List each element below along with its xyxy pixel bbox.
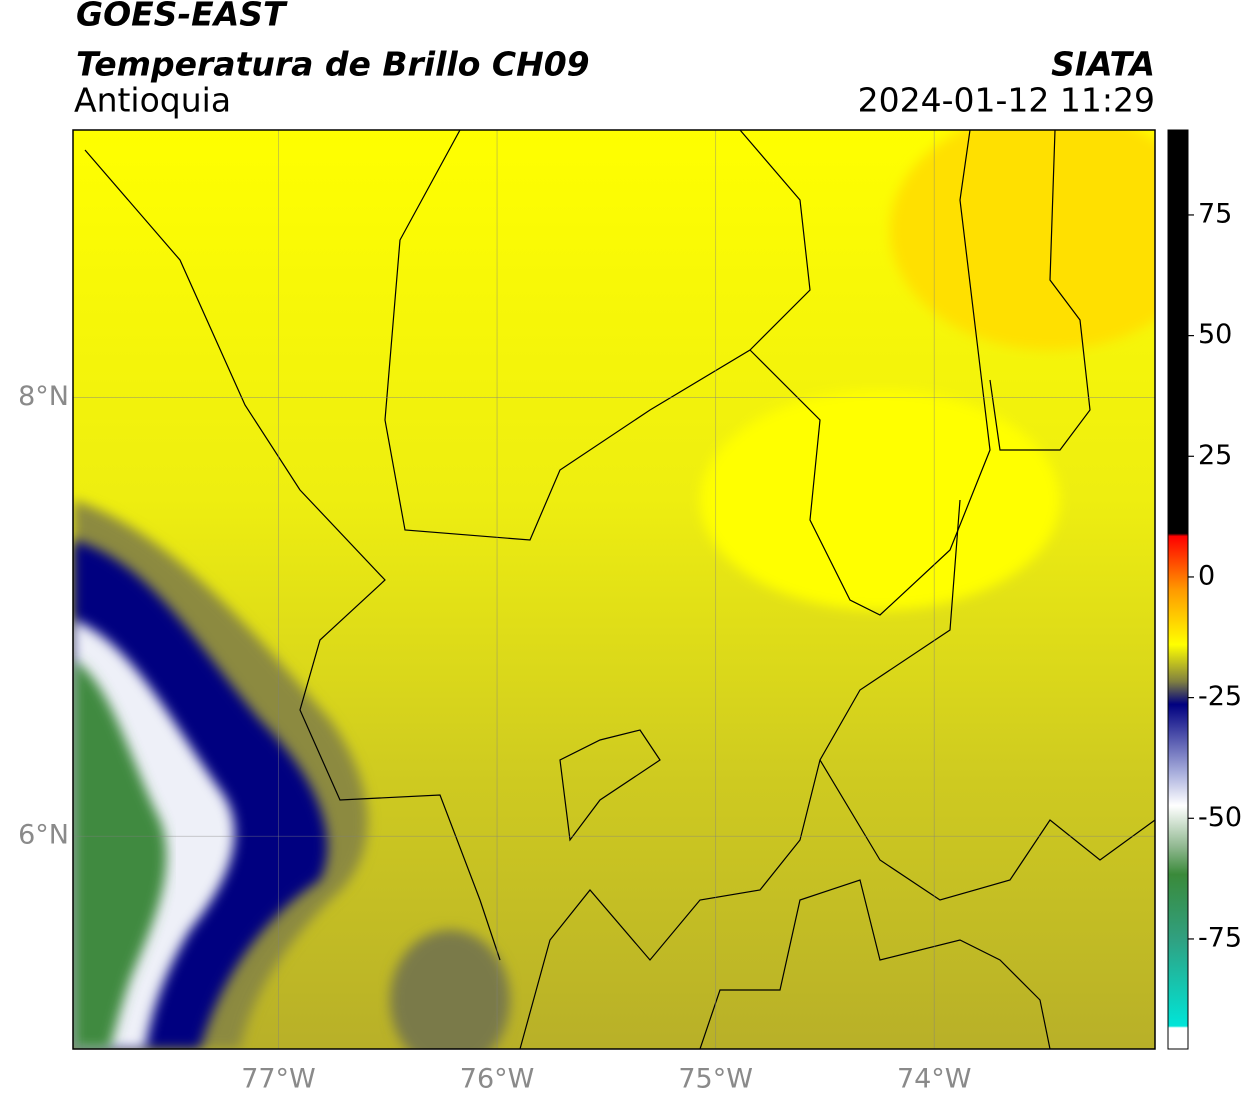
border-line: [699, 879, 1051, 1049]
subtitle: Temperatura de Brillo CH09: [76, 45, 590, 84]
colorbar-tick-label: 50: [1198, 319, 1232, 350]
border-line: [559, 729, 661, 842]
cold-spot: [390, 930, 510, 1049]
source: SIATA: [1051, 45, 1155, 84]
colorbar-tick-label: 0: [1198, 560, 1215, 591]
border-line: [384, 130, 811, 541]
colorbar-tick-label: 25: [1198, 440, 1232, 471]
colorbar: [1167, 129, 1189, 1050]
region: Antioquia: [74, 81, 231, 120]
colorbar-tick-label: -25: [1198, 681, 1242, 712]
title: GOES-EAST: [76, 0, 288, 34]
warm-area: [700, 390, 1060, 610]
colorbar-tick-label: -75: [1198, 922, 1242, 953]
border-line: [819, 759, 1155, 901]
lon-tick-label: 75°W: [678, 1064, 753, 1095]
datetime: 2024-01-12 11:29: [858, 81, 1155, 120]
map-frame: [72, 129, 1156, 1050]
lat-tick-label: 8°N: [18, 381, 69, 412]
border-line: [749, 130, 991, 616]
lon-tick-label: 74°W: [897, 1064, 972, 1095]
lon-tick-label: 77°W: [241, 1064, 316, 1095]
cloud-coldest: [73, 660, 167, 1049]
colorbar-tick-label: -50: [1198, 802, 1242, 833]
border-line: [84, 149, 501, 961]
border-line: [989, 130, 1091, 451]
lon-tick-label: 76°W: [460, 1064, 535, 1095]
warm-area: [890, 130, 1155, 350]
map-field: [73, 130, 1155, 1049]
lat-tick-label: 6°N: [18, 820, 69, 851]
border-line: [519, 499, 961, 1049]
colorbar-tick-label: 75: [1198, 198, 1232, 229]
grid: [73, 130, 1155, 1049]
